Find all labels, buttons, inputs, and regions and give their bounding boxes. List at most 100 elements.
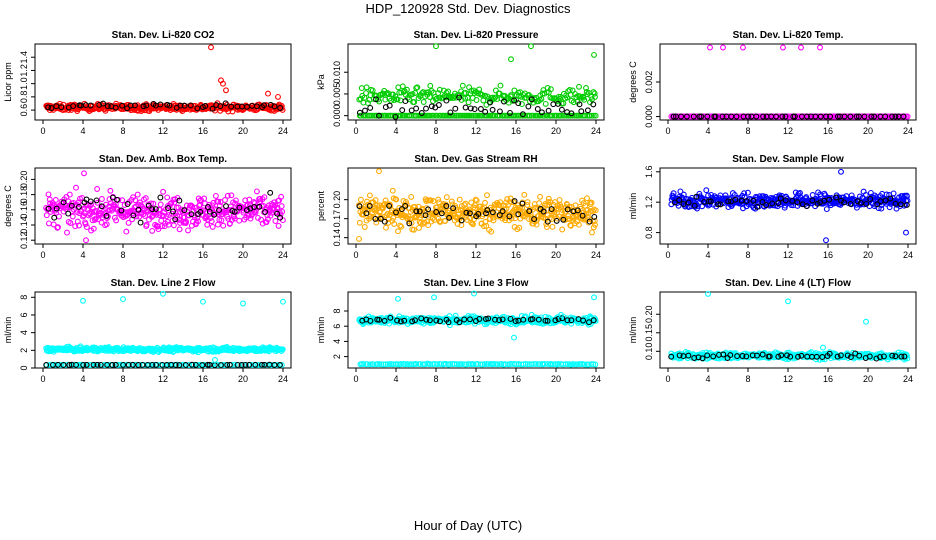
- data-point: [459, 82, 466, 89]
- data-point: [499, 316, 506, 323]
- data-point: [568, 110, 575, 117]
- data-point: [419, 90, 426, 97]
- data-point: [143, 221, 150, 228]
- data-point: [414, 84, 421, 91]
- data-point: [553, 217, 560, 224]
- data-point: [367, 112, 374, 119]
- x-tick-label: 0: [353, 126, 358, 136]
- plot-frame: [347, 291, 605, 369]
- outlier-point: [275, 93, 281, 100]
- data-point: [413, 112, 420, 119]
- data-point: [538, 96, 545, 102]
- data-point: [149, 227, 156, 234]
- outlier-point: [212, 357, 218, 363]
- data-point: [887, 195, 894, 202]
- data-point: [132, 197, 139, 204]
- data-point: [547, 86, 554, 93]
- data-point: [212, 192, 219, 199]
- data-point: [856, 352, 863, 359]
- y-tick-label: 2: [19, 348, 29, 353]
- data-point: [411, 99, 418, 106]
- data-point: [446, 214, 453, 221]
- x-tick-label: 8: [433, 126, 438, 136]
- data-point: [739, 353, 746, 359]
- data-point: [543, 224, 550, 230]
- data-point: [49, 200, 56, 207]
- data-point: [222, 197, 228, 203]
- data-point: [443, 203, 450, 209]
- data-point: [209, 223, 216, 230]
- data-point: [867, 195, 874, 202]
- x-tick-label: 24: [903, 250, 913, 260]
- data-point: [176, 226, 183, 233]
- data-point: [536, 200, 543, 207]
- data-point: [367, 361, 373, 368]
- y-axis-label: percent: [316, 190, 326, 221]
- data-point: [678, 113, 685, 120]
- data-point: [694, 203, 701, 209]
- data-point: [590, 112, 597, 119]
- data-point: [535, 316, 542, 323]
- data-point: [412, 317, 418, 324]
- y-tick-label: 0.10: [644, 343, 654, 361]
- data-point: [185, 227, 191, 234]
- data-point: [868, 113, 875, 120]
- data-point: [360, 361, 367, 368]
- data-point: [58, 104, 65, 111]
- data-point: [74, 218, 81, 225]
- data-point: [482, 316, 489, 322]
- y-tick-label: 1.0: [19, 77, 29, 90]
- data-point: [130, 212, 137, 219]
- outlier-point: [223, 87, 229, 94]
- data-point: [491, 95, 497, 102]
- x-tick-label: 12: [158, 374, 168, 384]
- data-point: [889, 352, 896, 359]
- data-point: [160, 188, 167, 195]
- data-point: [479, 91, 486, 98]
- data-point: [727, 352, 734, 359]
- x-tick-label: 4: [80, 374, 85, 384]
- data-point: [157, 194, 164, 201]
- data-point: [398, 89, 405, 96]
- data-point: [473, 97, 480, 103]
- data-point: [903, 201, 910, 208]
- data-point: [685, 199, 692, 206]
- data-point: [545, 195, 552, 202]
- data-point: [261, 194, 268, 201]
- x-tick-label: 8: [745, 250, 750, 260]
- data-point: [437, 318, 443, 325]
- data-point: [409, 318, 416, 325]
- data-point: [795, 353, 801, 360]
- data-point: [397, 112, 404, 119]
- data-point: [433, 96, 439, 103]
- data-point: [826, 350, 833, 357]
- data-point: [402, 98, 409, 105]
- y-axis-label: kPa: [316, 74, 326, 90]
- data-point: [813, 353, 820, 360]
- data-point: [576, 93, 583, 100]
- data-point: [542, 317, 549, 324]
- data-point: [496, 108, 503, 115]
- data-point: [398, 361, 404, 367]
- data-point: [216, 207, 222, 214]
- y-tick-label: 0.14: [19, 216, 29, 234]
- data-point: [133, 213, 140, 220]
- data-point: [590, 317, 597, 324]
- data-point: [823, 206, 830, 213]
- data-point: [124, 105, 131, 112]
- data-point: [75, 203, 82, 210]
- data-point: [236, 204, 243, 211]
- data-point: [363, 210, 370, 217]
- data-point: [90, 361, 97, 368]
- data-point: [591, 213, 598, 220]
- data-point: [431, 216, 438, 223]
- data-point: [208, 205, 215, 212]
- x-tick-label: 16: [823, 126, 833, 136]
- data-point: [826, 196, 833, 203]
- data-point: [552, 317, 559, 324]
- outlier-point: [863, 318, 869, 325]
- y-tick-label: 0.8: [644, 226, 654, 239]
- data-point: [590, 101, 597, 108]
- y-tick-label: 0.010: [332, 61, 342, 84]
- data-point: [98, 203, 105, 210]
